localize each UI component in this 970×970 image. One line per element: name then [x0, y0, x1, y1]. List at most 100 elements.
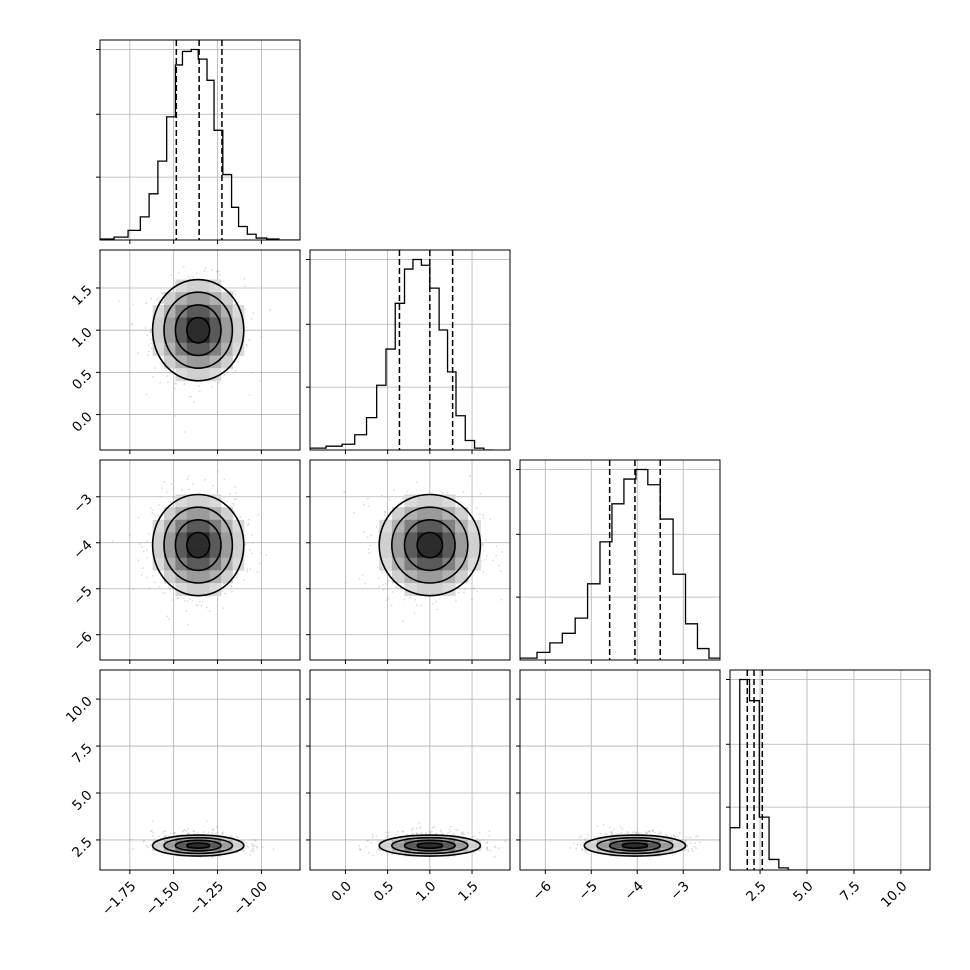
- scatter-point: [182, 597, 185, 600]
- density-cell: [175, 292, 188, 306]
- scatter-point: [205, 606, 208, 609]
- scatter-point: [358, 845, 360, 848]
- density-cell: [391, 843, 405, 846]
- scatter-point: [361, 573, 364, 576]
- scatter-point: [645, 831, 647, 833]
- density-cell: [429, 583, 443, 596]
- scatter-point: [380, 494, 383, 497]
- scatter-point: [252, 845, 255, 848]
- scatter-point: [416, 832, 418, 835]
- density-cell: [391, 507, 405, 521]
- scatter-point: [486, 841, 488, 843]
- density-cell: [609, 845, 623, 849]
- scatter-point: [384, 510, 386, 513]
- scatter-point: [146, 540, 148, 543]
- scatter-point: [647, 830, 650, 833]
- density-cell: [455, 570, 469, 584]
- scatter-point: [377, 839, 380, 841]
- scatter-point: [344, 582, 347, 584]
- density-cell: [221, 843, 233, 846]
- scatter-point: [186, 832, 189, 835]
- density-cell: [164, 845, 176, 849]
- scatter-point: [157, 514, 160, 517]
- density-cell: [186, 850, 199, 854]
- scatter-point: [480, 846, 483, 849]
- scatter-point: [387, 580, 390, 582]
- density-cell: [442, 519, 456, 533]
- density-cell: [152, 557, 165, 571]
- scatter-point: [447, 832, 450, 834]
- density-cell: [467, 845, 481, 849]
- scatter-point: [383, 514, 386, 517]
- density-cell: [152, 532, 165, 546]
- scatter-point: [154, 513, 156, 516]
- scatter-point: [244, 543, 247, 546]
- density-cell: [634, 850, 648, 854]
- density-cell: [152, 840, 165, 844]
- scatter-point: [375, 525, 378, 528]
- density-cell: [164, 330, 176, 344]
- scatter-point: [224, 592, 226, 595]
- scatter-point: [211, 831, 214, 834]
- scatter-point: [221, 832, 224, 834]
- scatter-point: [440, 829, 442, 832]
- hist-panel-3: [726, 669, 931, 874]
- scatter-point: [387, 834, 390, 837]
- scatter-point: [187, 827, 190, 830]
- scatter-point: [222, 607, 225, 610]
- density-cell: [198, 837, 210, 841]
- density-cell: [672, 848, 686, 852]
- scatter-point: [147, 846, 150, 849]
- density-cell: [164, 507, 176, 521]
- scatter-point: [145, 302, 147, 304]
- scatter-point: [248, 518, 250, 521]
- density-cell: [379, 840, 393, 844]
- scatter-point: [387, 597, 390, 600]
- density-cell: [467, 843, 481, 846]
- density-cell: [660, 850, 674, 854]
- density-cell: [417, 837, 431, 841]
- scatter-point: [365, 845, 368, 848]
- scatter-point: [616, 833, 619, 836]
- scatter-point: [145, 393, 148, 396]
- x-tick-label: −3: [667, 878, 692, 903]
- density-cell: [209, 557, 222, 571]
- density-cell: [429, 835, 443, 839]
- scatter-point: [148, 587, 151, 590]
- scatter-point: [173, 415, 176, 417]
- scatter-point: [479, 493, 482, 496]
- scatter-point: [141, 567, 144, 570]
- scatter-point: [485, 847, 488, 849]
- scatter-point: [646, 832, 649, 834]
- contour-2: [174, 304, 222, 357]
- density-cell: [186, 494, 199, 508]
- contour-1: [186, 842, 211, 849]
- density-cell: [186, 583, 199, 596]
- scatter-point: [378, 585, 380, 588]
- density-blocks: [152, 494, 245, 596]
- density-cell: [417, 835, 431, 839]
- scatter-point: [363, 503, 366, 506]
- scatter-point: [463, 591, 465, 594]
- density-cell: [622, 853, 636, 857]
- density-cell: [186, 279, 199, 293]
- scatter-point: [621, 827, 624, 830]
- density-cell: [672, 840, 686, 844]
- scatter-point: [368, 551, 371, 554]
- density-cell: [198, 342, 210, 356]
- scatter-point: [439, 490, 442, 493]
- scatter-point: [198, 390, 201, 393]
- density-cell: [221, 837, 233, 841]
- scatter-point: [192, 830, 195, 833]
- scatter-point: [259, 379, 262, 382]
- scatter-point: [476, 590, 479, 593]
- scatter-point: [221, 831, 224, 834]
- contour-4: [378, 493, 482, 597]
- density-cell: [442, 570, 456, 584]
- scatter-point: [694, 842, 697, 844]
- density-cell: [186, 355, 199, 369]
- scatter-point: [409, 596, 412, 599]
- scatter-point: [190, 395, 193, 398]
- scatter-point: [253, 838, 256, 841]
- density-cell: [198, 292, 210, 306]
